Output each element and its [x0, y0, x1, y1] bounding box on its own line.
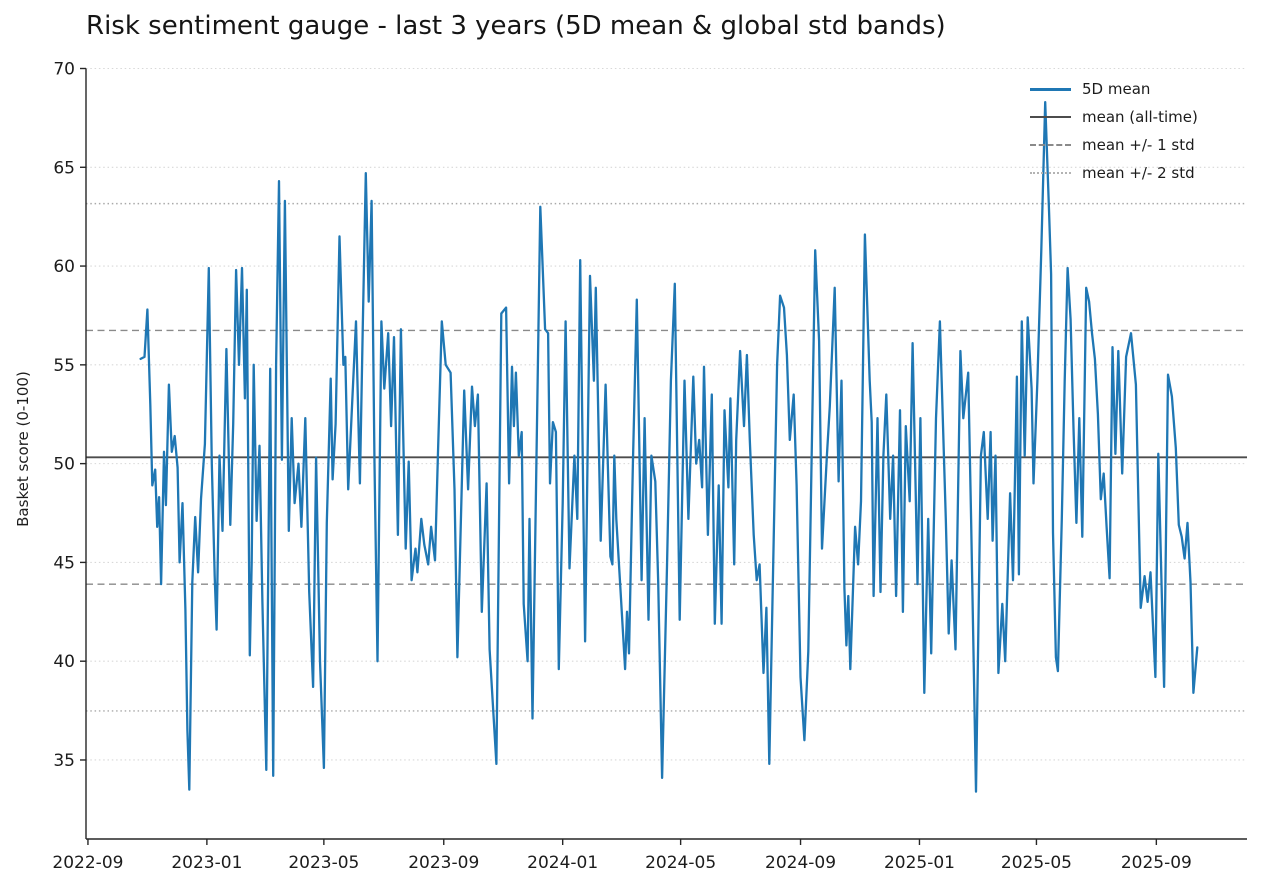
y-tick-label: 55: [53, 356, 75, 376]
y-tick-label: 35: [53, 751, 75, 771]
series-line-5d-mean: [139, 100, 1199, 793]
y-tick-label: 70: [53, 60, 75, 80]
x-tick-label: 2023-09: [408, 853, 479, 873]
legend-label: mean (all-time): [1082, 108, 1198, 126]
x-tick-label: 2025-09: [1121, 853, 1192, 873]
y-tick-label: 45: [53, 553, 75, 573]
legend-line-sample-2-std-icon: [1030, 172, 1071, 174]
x-tick-label: 2023-05: [288, 853, 359, 873]
legend-line-sample-mean-icon: [1030, 116, 1071, 118]
x-tick-label: 2023-01: [171, 853, 242, 873]
x-tick-label: 2025-01: [884, 853, 955, 873]
x-tick-label: 2024-05: [645, 853, 716, 873]
x-tick-label: 2022-09: [52, 853, 123, 873]
x-tick-label: 2025-05: [1001, 853, 1072, 873]
legend: 5D mean mean (all-time) mean +/- 1 std m…: [1030, 75, 1198, 187]
legend-item-5d-mean: 5D mean: [1030, 75, 1198, 103]
y-tick-label: 65: [53, 158, 75, 178]
legend-item-mean-plus-minus-1-std: mean +/- 1 std: [1030, 131, 1198, 159]
x-tick-label: 2024-01: [527, 853, 598, 873]
x-tick-label: 2024-09: [765, 853, 836, 873]
legend-line-sample-5d-mean-icon: [1030, 87, 1071, 91]
legend-label: mean +/- 2 std: [1082, 164, 1195, 182]
legend-item-mean-all-time: mean (all-time): [1030, 103, 1198, 131]
legend-item-mean-plus-minus-2-std: mean +/- 2 std: [1030, 159, 1198, 187]
legend-label: 5D mean: [1082, 80, 1151, 98]
y-tick-label: 50: [53, 455, 75, 475]
y-tick-label: 60: [53, 257, 75, 277]
legend-label: mean +/- 1 std: [1082, 136, 1195, 154]
chart-title: Risk sentiment gauge - last 3 years (5D …: [86, 11, 946, 41]
legend-line-sample-1-std-icon: [1030, 144, 1071, 146]
y-tick-label: 40: [53, 652, 75, 672]
